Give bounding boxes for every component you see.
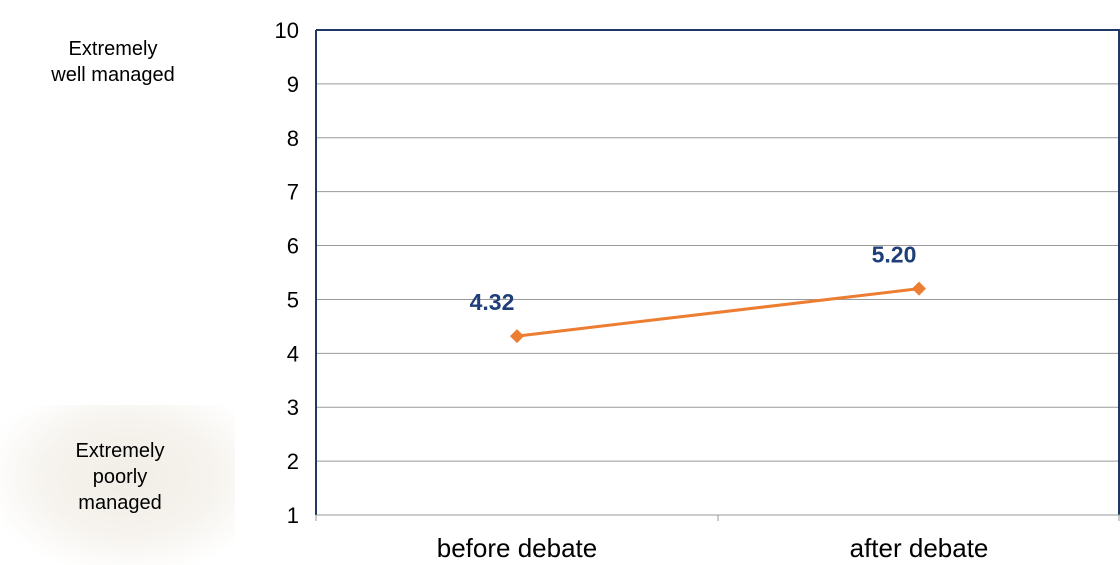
y-tick-label-2: 2 bbox=[287, 449, 299, 474]
y-tick-label-4: 4 bbox=[287, 341, 299, 366]
y-tick-label-10: 10 bbox=[275, 18, 299, 43]
data-value-label: 4.32 bbox=[470, 289, 515, 315]
x-category-label: before debate bbox=[437, 533, 597, 563]
background-decoration bbox=[0, 405, 235, 565]
y-tick-label-6: 6 bbox=[287, 234, 299, 259]
y-tick-label-5: 5 bbox=[287, 287, 299, 312]
y-tick-label-9: 9 bbox=[287, 72, 299, 97]
y-tick-label-3: 3 bbox=[287, 395, 299, 420]
data-point-marker bbox=[912, 281, 926, 296]
series-line-0 bbox=[516, 287, 920, 338]
y-tick-label-1: 1 bbox=[287, 503, 299, 528]
y-tick-label-8: 8 bbox=[287, 126, 299, 151]
data-point-marker bbox=[510, 329, 524, 344]
scale-top-annotation: Extremely well managed bbox=[51, 38, 175, 86]
y-tick-label-7: 7 bbox=[287, 180, 299, 205]
x-category-label: after debate bbox=[850, 533, 989, 563]
data-value-label: 5.20 bbox=[872, 242, 917, 268]
scale-bottom-annotation: Extremely poorly managed bbox=[75, 440, 165, 514]
